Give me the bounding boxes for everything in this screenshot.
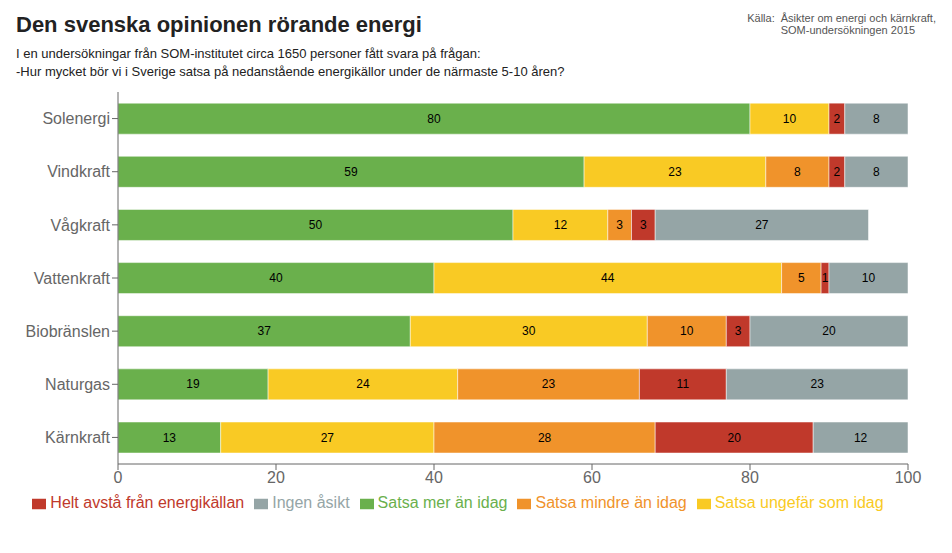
svg-text:Naturgas: Naturgas — [45, 376, 110, 393]
svg-text:20: 20 — [822, 324, 836, 338]
svg-text:37: 37 — [257, 324, 271, 338]
svg-text:27: 27 — [755, 218, 769, 232]
svg-text:23: 23 — [668, 165, 682, 179]
svg-text:12: 12 — [554, 218, 568, 232]
svg-text:Vattenkraft: Vattenkraft — [34, 270, 111, 287]
svg-text:3: 3 — [616, 218, 623, 232]
html-text:Satsa ungefär som idag: Satsa ungefär som idag — [714, 494, 884, 511]
svg-text:11: 11 — [677, 377, 690, 391]
svg-text:28: 28 — [538, 431, 552, 445]
html-text:Satsa mer än idag: Satsa mer än idag — [377, 494, 508, 511]
html-text:-Hur mycket bör vi i Sverige s: -Hur mycket bör vi i Sverige satsa på ne… — [16, 64, 565, 79]
html-text:Helt avstå från energikällan: Helt avstå från energikällan — [50, 494, 245, 511]
svg-text:8: 8 — [873, 165, 880, 179]
svg-text:Biobränslen: Biobränslen — [26, 323, 111, 340]
svg-text:1: 1 — [822, 271, 829, 285]
svg-text:13: 13 — [163, 431, 177, 445]
svg-text:10: 10 — [862, 271, 876, 285]
svg-text:100: 100 — [895, 469, 922, 486]
svg-text:80: 80 — [741, 469, 759, 486]
svg-text:59: 59 — [344, 165, 358, 179]
svg-text:40: 40 — [425, 469, 443, 486]
html-text:Källa:: Källa: — [747, 12, 775, 24]
svg-text:8: 8 — [794, 165, 801, 179]
svg-text:10: 10 — [783, 112, 797, 126]
svg-text:20: 20 — [267, 469, 285, 486]
svg-text:27: 27 — [321, 431, 335, 445]
svg-text:3: 3 — [640, 218, 647, 232]
svg-text:24: 24 — [356, 377, 370, 391]
svg-text:23: 23 — [810, 377, 824, 391]
svg-text:40: 40 — [269, 271, 283, 285]
svg-text:10: 10 — [680, 324, 694, 338]
svg-text:2: 2 — [834, 112, 841, 126]
html-text:I en undersökningar från SOM-i: I en undersökningar från SOM-institutet … — [16, 46, 481, 61]
svg-text:5: 5 — [798, 271, 805, 285]
html-text:Den svenska opinionen rörande: Den svenska opinionen rörande energi — [16, 12, 422, 37]
html-text:Satsa mindre än idag: Satsa mindre än idag — [535, 494, 687, 511]
html-text:Åsikter om energi och kärnkraf: Åsikter om energi och kärnkraft, SOM-und… — [780, 12, 936, 36]
svg-text:20: 20 — [728, 431, 742, 445]
svg-text:Vågkraft: Vågkraft — [50, 217, 110, 234]
svg-text:50: 50 — [309, 218, 323, 232]
svg-text:44: 44 — [601, 271, 615, 285]
html-text:Ingen åsikt: Ingen åsikt — [272, 494, 350, 511]
svg-text:Vindkraft: Vindkraft — [47, 163, 110, 180]
svg-text:0: 0 — [114, 469, 123, 486]
svg-text:8: 8 — [873, 112, 880, 126]
svg-text:60: 60 — [583, 469, 601, 486]
svg-text:Solenergi: Solenergi — [42, 110, 110, 127]
svg-text:30: 30 — [522, 324, 536, 338]
svg-text:80: 80 — [427, 112, 441, 126]
svg-text:3: 3 — [735, 324, 742, 338]
svg-text:23: 23 — [542, 377, 556, 391]
svg-text:2: 2 — [834, 165, 841, 179]
svg-text:19: 19 — [186, 377, 200, 391]
svg-text:12: 12 — [854, 431, 868, 445]
svg-text:Kärnkraft: Kärnkraft — [45, 429, 110, 446]
